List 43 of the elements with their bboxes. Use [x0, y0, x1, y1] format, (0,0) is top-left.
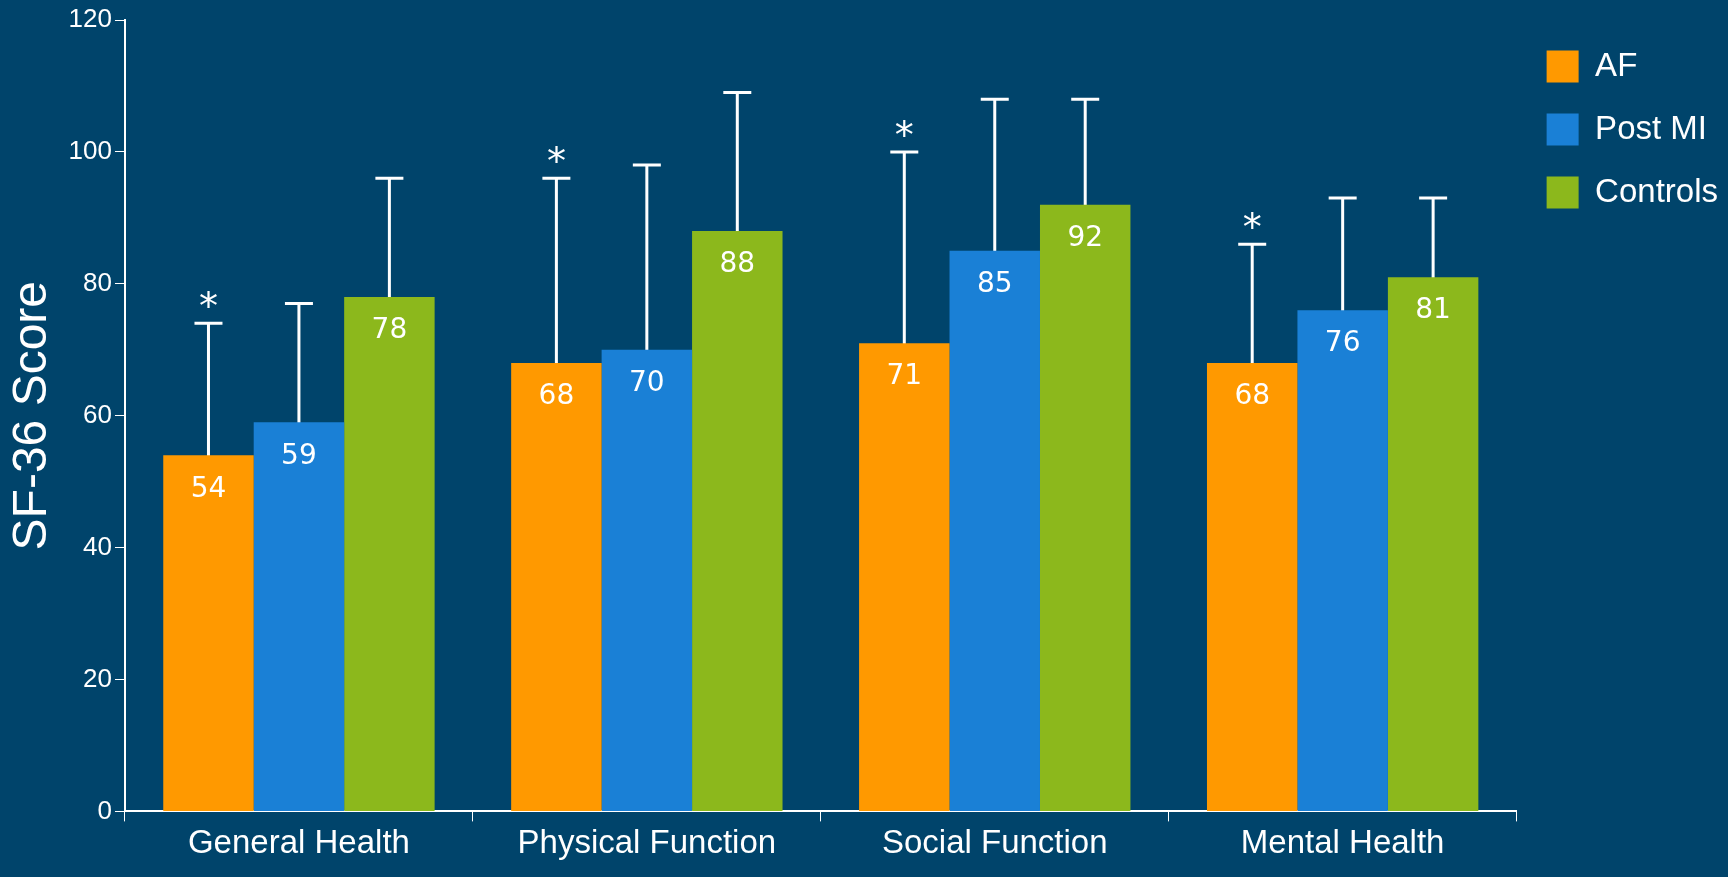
data-label: 88 — [719, 246, 756, 280]
data-label: 70 — [629, 365, 665, 399]
annotation: * — [1242, 205, 1262, 250]
data-label: 68 — [538, 378, 575, 412]
legend-label: AF — [1595, 45, 1638, 83]
y-tick-label: 80 — [83, 266, 112, 297]
bar — [692, 231, 783, 811]
bar — [1206, 362, 1298, 811]
y-tick-label: 0 — [97, 794, 112, 825]
bar — [344, 296, 435, 811]
x-tick-label: Social Function — [881, 823, 1108, 861]
legend-label: Post MI — [1595, 108, 1707, 146]
bar — [949, 250, 1040, 811]
data-label: 71 — [886, 358, 923, 392]
bar — [253, 422, 345, 811]
annotation: * — [894, 112, 914, 157]
bar — [1297, 310, 1388, 811]
data-label: 81 — [1415, 292, 1451, 326]
y-tick-label: 40 — [83, 530, 112, 561]
data-label: 92 — [1067, 219, 1104, 253]
bar — [1039, 204, 1131, 811]
bar — [163, 455, 254, 811]
bar — [601, 349, 693, 811]
y-tick-label: 120 — [68, 3, 112, 34]
y-axis-title: SF-36 Score — [3, 280, 57, 551]
data-label: 85 — [976, 266, 1013, 300]
data-label: 78 — [371, 312, 408, 346]
annotation: * — [198, 284, 218, 329]
y-tick-label: 60 — [83, 398, 112, 429]
data-label: 68 — [1234, 378, 1271, 412]
y-tick-label: 100 — [68, 135, 112, 166]
y-tick-label: 20 — [83, 662, 112, 693]
bar — [1387, 277, 1479, 811]
x-tick-label: General Health — [187, 823, 410, 861]
bar — [859, 343, 950, 811]
x-tick-label: Mental Health — [1240, 823, 1445, 861]
data-label: 54 — [190, 470, 227, 504]
data-label: 76 — [1324, 325, 1361, 359]
annotation: * — [546, 139, 566, 184]
legend-label: Controls — [1595, 171, 1719, 209]
bar — [511, 362, 602, 811]
x-tick-label: Physical Function — [517, 823, 777, 861]
data-label: 59 — [281, 437, 317, 471]
